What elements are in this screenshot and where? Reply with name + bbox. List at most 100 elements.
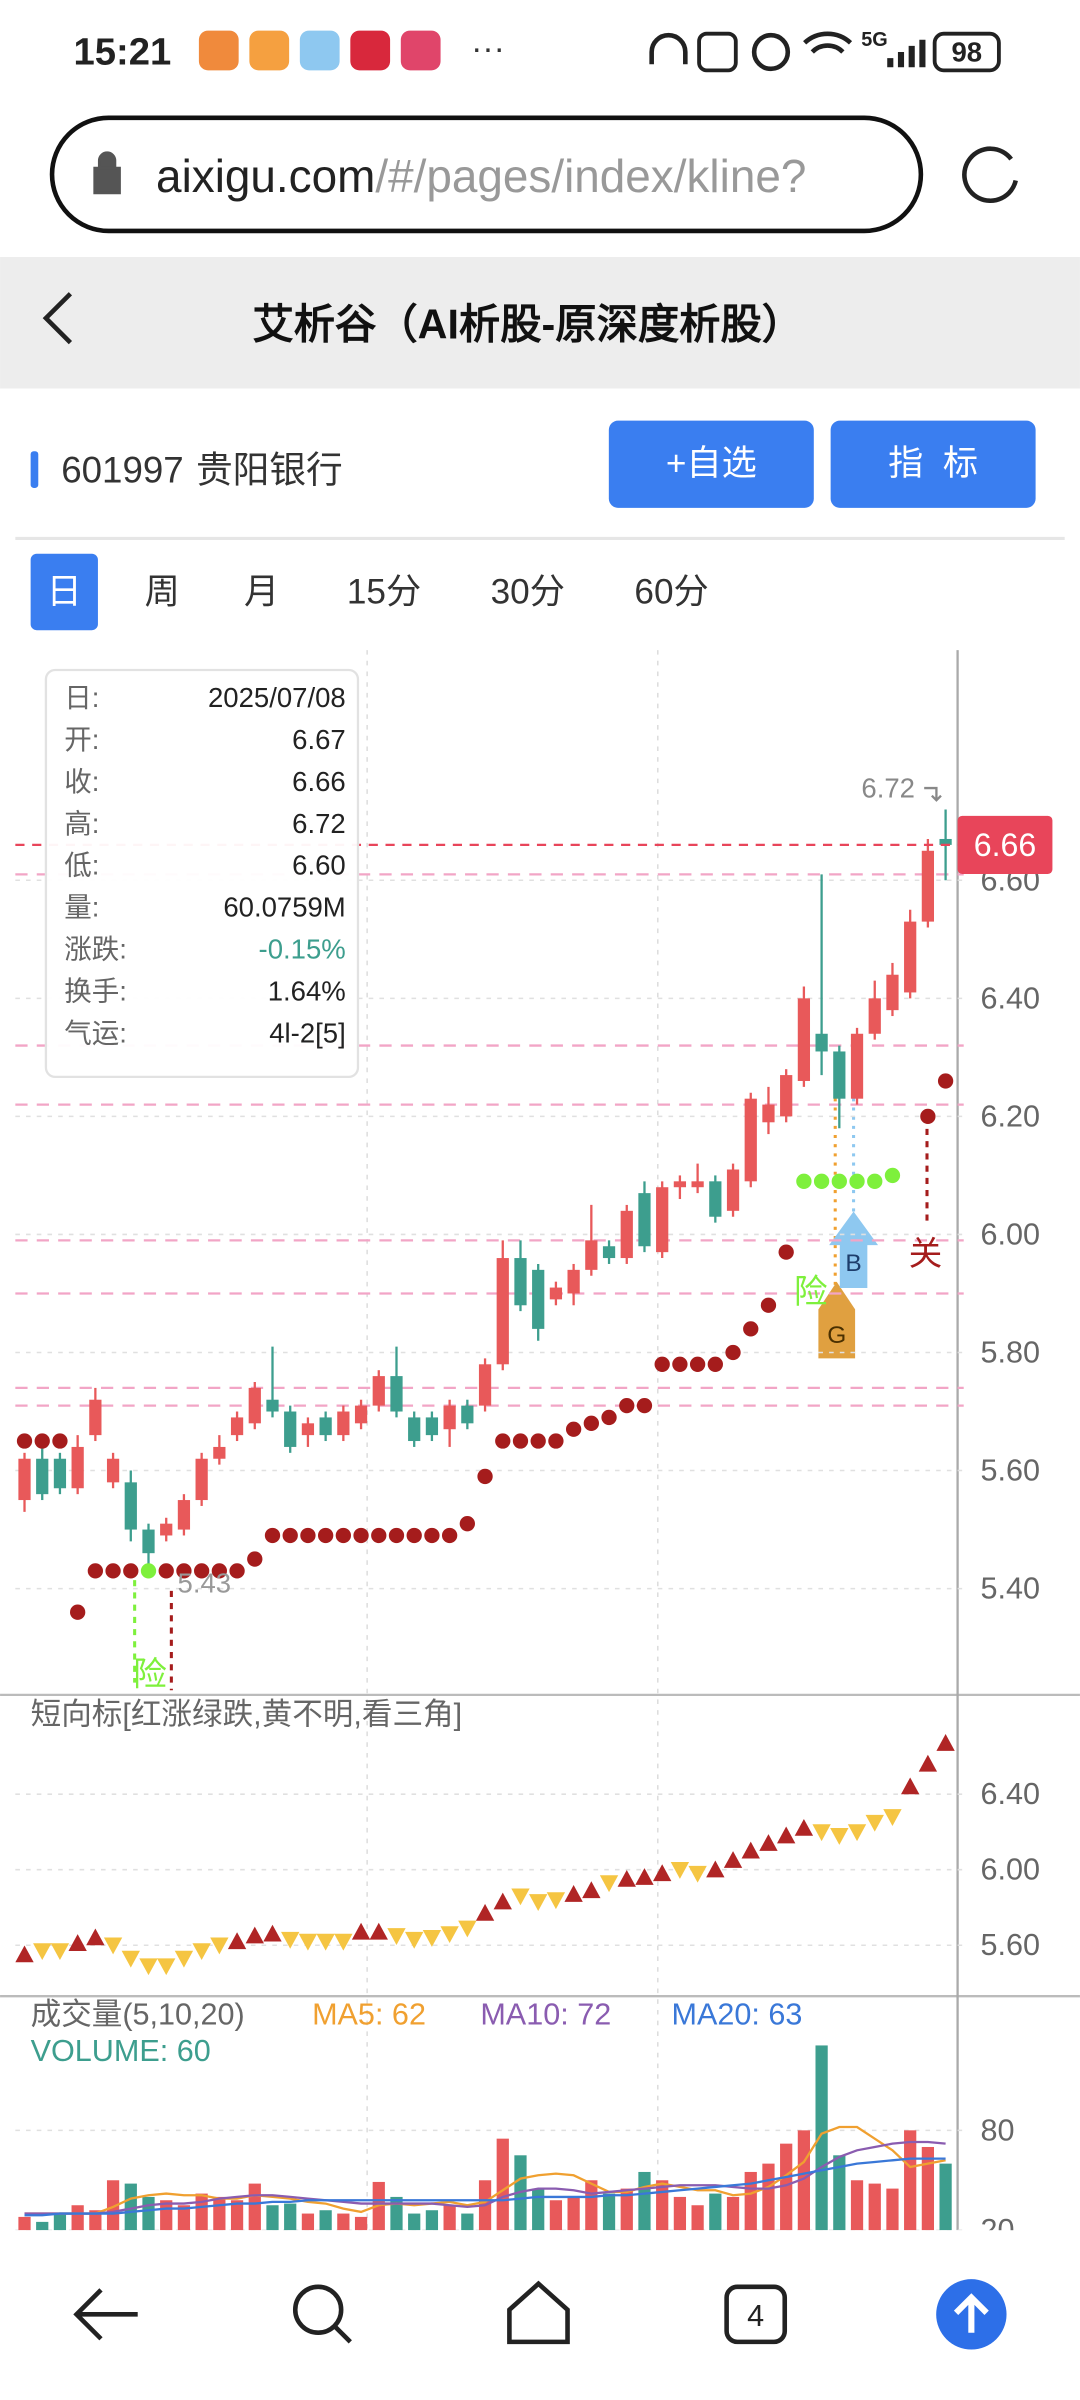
reload-button[interactable] — [962, 146, 1018, 203]
candle-body — [195, 1458, 208, 1501]
candle-body — [833, 1051, 846, 1099]
signal-triangle — [86, 1928, 105, 1946]
signal-triangle — [493, 1892, 512, 1910]
volume-bar — [354, 2216, 368, 2231]
app-icon — [400, 30, 441, 71]
signal-triangle — [174, 1950, 194, 1968]
tab-count: 4 — [747, 2299, 764, 2333]
period-tab[interactable]: 月 — [244, 572, 279, 611]
volume-bar — [390, 2196, 403, 2231]
app-header — [0, 256, 1080, 389]
tooltip-label: 收: — [64, 766, 99, 797]
period-tab[interactable]: 60分 — [634, 572, 708, 611]
candle-body — [337, 1411, 350, 1436]
indicator-button[interactable] — [830, 420, 1036, 508]
signal-icon — [887, 39, 926, 68]
signal-triangle — [794, 1818, 814, 1836]
candle-body — [939, 838, 952, 845]
signal-triangle — [812, 1824, 831, 1842]
stop-dot — [565, 1421, 582, 1437]
signal-triangle — [546, 1892, 566, 1910]
signal-triangle — [918, 1754, 938, 1772]
candle-body — [18, 1458, 31, 1501]
watchlist-button[interactable] — [608, 420, 814, 508]
signal-text: 险 — [794, 1273, 828, 1311]
back-button[interactable] — [42, 292, 73, 345]
stop-dot — [849, 1173, 865, 1189]
signal-triangle — [564, 1885, 583, 1902]
stop-dot — [530, 1433, 546, 1449]
candle-body — [53, 1458, 67, 1489]
candle-body — [478, 1364, 492, 1406]
high-label: 6.72 — [861, 773, 915, 804]
volume-bar — [124, 2183, 137, 2231]
y-tick-label: 6.40 — [981, 981, 1041, 1015]
volume-bar — [496, 2138, 509, 2231]
candle-body — [248, 1387, 261, 1424]
url[interactable]: aixigu.com/#/pages/index/kline? — [156, 150, 806, 202]
nav-tabs[interactable] — [724, 2284, 788, 2345]
headphone-icon — [649, 32, 688, 65]
signal-triangle — [227, 1932, 247, 1950]
nav-search[interactable] — [292, 2284, 344, 2335]
signal-text: B — [845, 1250, 861, 1277]
stop-dot — [654, 1356, 670, 1372]
period-tab[interactable]: 15分 — [347, 572, 421, 611]
candle-body — [284, 1411, 297, 1447]
signal-triangle — [298, 1933, 318, 1951]
candle-body — [868, 998, 881, 1034]
panel-title: 短向标[红涨绿跌,黄不明,看三角] — [31, 1698, 463, 1732]
volume-bar — [142, 2196, 155, 2231]
candle-body — [602, 1246, 616, 1259]
candle-body — [780, 1075, 793, 1117]
bottom-nav: 4 — [0, 2230, 1080, 2400]
volume-bar — [709, 2193, 722, 2231]
signal-triangle — [741, 1841, 760, 1859]
volume-bar — [549, 2200, 563, 2231]
stop-dot — [406, 1527, 422, 1544]
legend-entry: MA10: 72 — [480, 1998, 611, 2032]
candle-body — [142, 1529, 155, 1554]
tooltip-box — [44, 668, 360, 1079]
stop-dot — [477, 1468, 493, 1485]
nav-back[interactable] — [73, 2288, 138, 2341]
candle-body — [354, 1405, 368, 1424]
candle-body — [372, 1376, 385, 1406]
panel-title: 成交量(5,10,20) — [31, 1998, 245, 2032]
tooltip-value: 6.60 — [292, 850, 346, 881]
signal-triangle — [245, 1926, 264, 1944]
period-tab[interactable]: 30分 — [491, 572, 565, 611]
indicator-label: 指 标 — [888, 444, 978, 483]
candle-body — [496, 1258, 509, 1365]
url-bar[interactable] — [49, 115, 924, 234]
signal-triangle — [15, 1945, 34, 1963]
candle-body — [36, 1458, 49, 1495]
alarm-icon — [751, 32, 791, 72]
high-pointer — [924, 786, 942, 802]
stop-dot — [459, 1516, 475, 1532]
nav-up-arrow — [953, 2293, 989, 2333]
stop-dot — [229, 1563, 245, 1579]
signal-triangle — [653, 1864, 672, 1882]
candle-body — [230, 1417, 244, 1436]
signal-triangle — [369, 1922, 388, 1940]
volume-bar — [18, 2216, 31, 2231]
volume-bar — [638, 2171, 651, 2231]
volume-bar — [886, 2188, 899, 2231]
period-tab[interactable]: 周 — [145, 572, 180, 611]
nfc-icon — [697, 31, 738, 73]
stop-dot — [831, 1173, 847, 1189]
ma-line — [24, 2125, 946, 2215]
volume-bar — [691, 2205, 704, 2231]
volume-bar — [532, 2188, 545, 2231]
signal-triangle — [458, 1920, 477, 1938]
volume-bar — [248, 2183, 261, 2231]
signal-triangle — [440, 1926, 459, 1944]
nav-home[interactable] — [507, 2280, 570, 2345]
candle-body — [850, 1033, 864, 1099]
stop-dot — [371, 1527, 387, 1544]
candle-body — [89, 1399, 102, 1436]
period-tab[interactable]: 日 — [47, 572, 82, 611]
stock-marker — [30, 451, 39, 488]
stop-dot — [441, 1527, 458, 1544]
